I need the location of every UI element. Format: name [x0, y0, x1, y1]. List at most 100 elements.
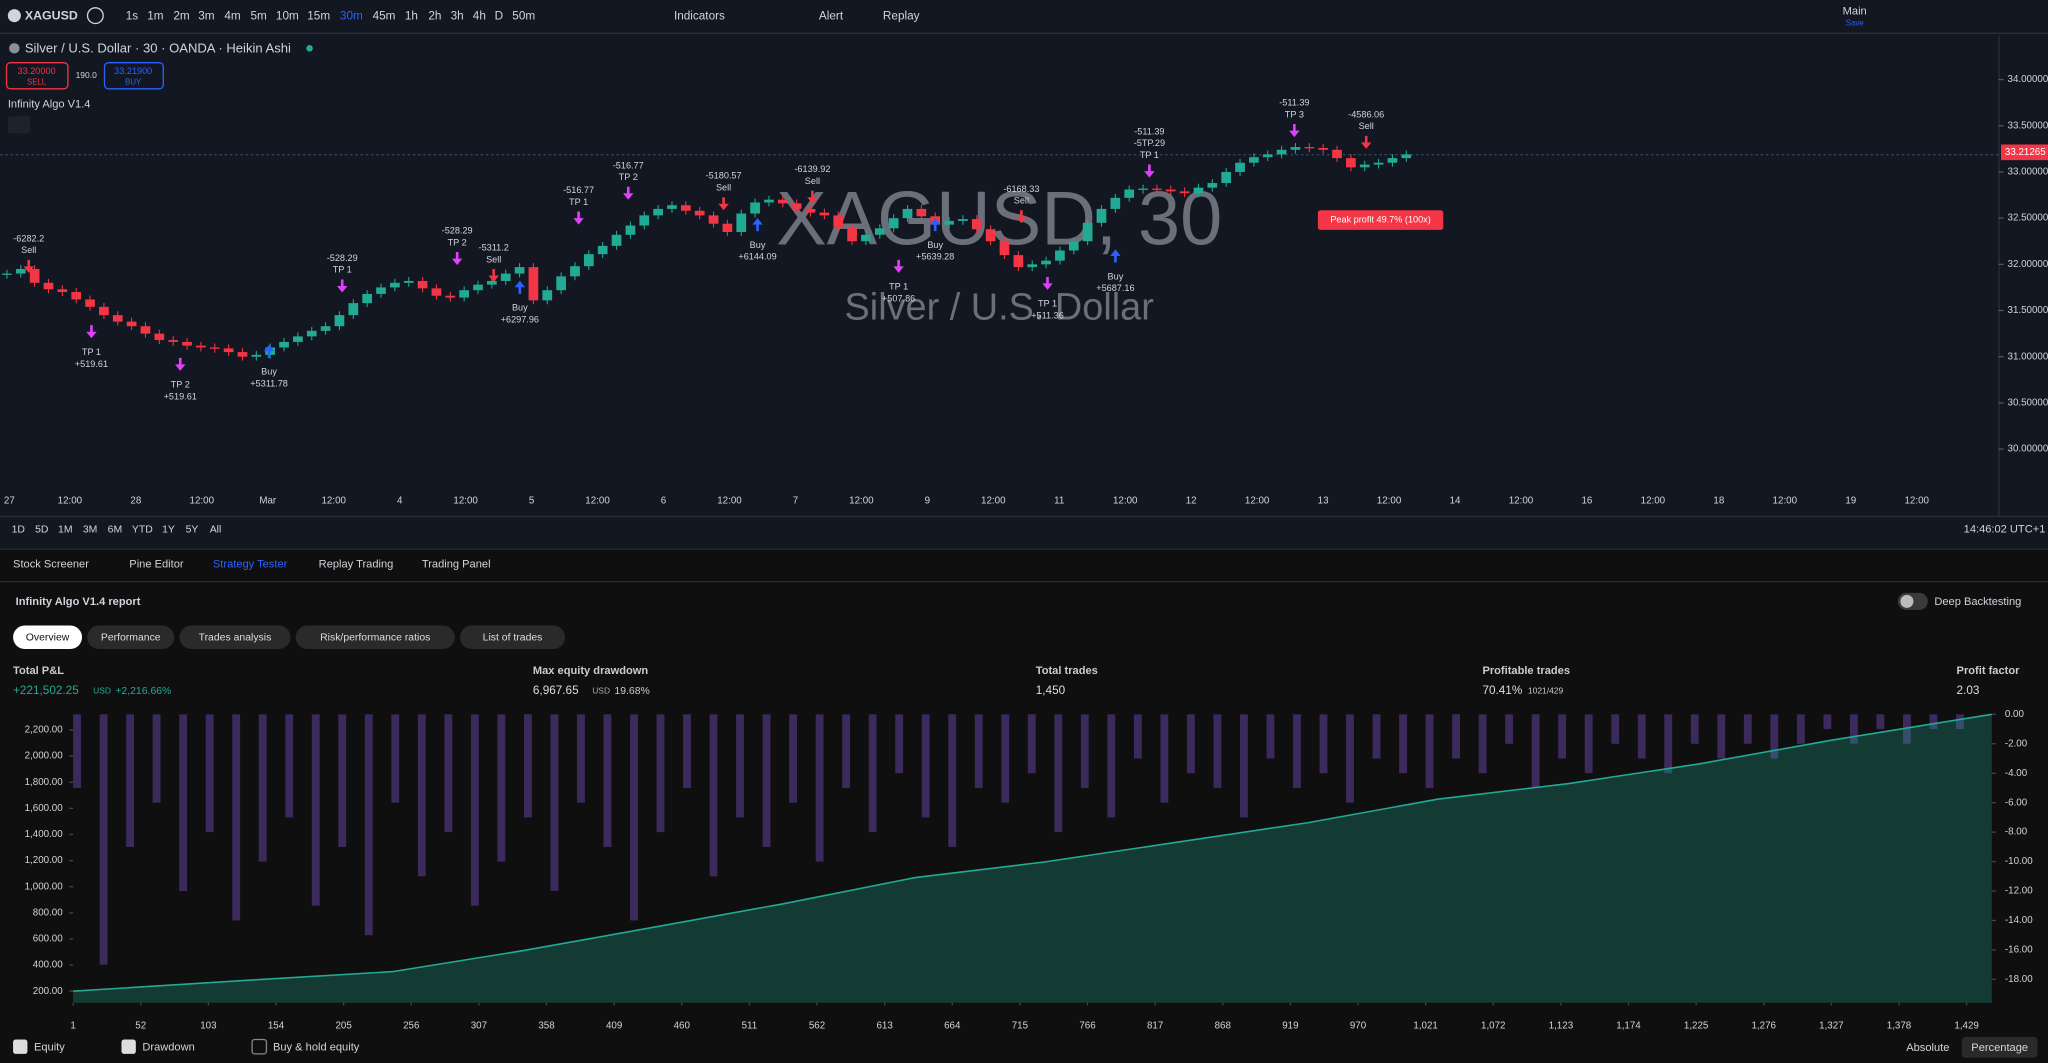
interval[interactable]: 4m	[224, 9, 241, 22]
drawdown-bar	[1213, 714, 1222, 788]
signal-label: -528.29	[442, 226, 473, 236]
candle	[1332, 149, 1342, 159]
mode-button[interactable]: Absolute	[1906, 1042, 1949, 1054]
symbol-search-icon[interactable]	[7, 9, 21, 23]
drawdown-bar	[868, 714, 877, 833]
interval[interactable]: 30m	[340, 9, 363, 22]
collapse-button[interactable]	[7, 116, 31, 134]
label: BUY	[125, 77, 142, 86]
range-button[interactable]: 6M	[108, 524, 123, 535]
report-tab-label[interactable]: List of trades	[483, 633, 543, 644]
drawdown-bar	[152, 714, 161, 803]
drawdown-bar	[656, 714, 665, 833]
report-tab[interactable]	[179, 625, 291, 650]
sell-button[interactable]	[5, 62, 69, 90]
checkbox[interactable]	[251, 1038, 268, 1055]
y-tick-label: 1,800.00	[25, 777, 64, 788]
interval[interactable]: 45m	[373, 9, 396, 22]
range-button[interactable]: 5Y	[186, 524, 199, 535]
interval[interactable]: 15m	[307, 9, 330, 22]
legend-item[interactable]: Buy & hold equity	[273, 1041, 360, 1053]
interval[interactable]: D	[495, 9, 504, 22]
drawdown-bar	[1531, 714, 1540, 788]
metric-label: Total P&L	[13, 665, 64, 677]
signal-label: Sell	[486, 254, 501, 264]
signal-label: +511.36	[1031, 310, 1064, 320]
interval[interactable]: 10m	[276, 9, 299, 22]
report-tab-label[interactable]: Risk/performance ratios	[320, 633, 430, 644]
report-tab-label[interactable]: Performance	[101, 633, 161, 644]
checkbox[interactable]	[13, 1039, 28, 1054]
signal-label: Buy	[1108, 271, 1124, 281]
x-tick-label: 562	[809, 1020, 825, 1031]
interval[interactable]: 2m	[173, 9, 190, 22]
buy-button[interactable]	[103, 62, 164, 90]
interval[interactable]: 2h	[428, 9, 441, 22]
signal-label: TP 1	[1038, 299, 1057, 309]
range-button[interactable]: 1D	[12, 524, 26, 535]
range-button[interactable]: 1M	[58, 524, 73, 535]
replay-button[interactable]: Replay	[883, 9, 920, 22]
signal-arrow	[1144, 164, 1155, 178]
range-button[interactable]: 5D	[35, 524, 49, 535]
drawdown-bar	[1505, 714, 1514, 744]
interval[interactable]: 1m	[147, 9, 164, 22]
checkbox[interactable]	[121, 1039, 136, 1054]
label: 14:46:02 UTC+1	[1964, 523, 2046, 535]
layout-name[interactable]: Main	[1843, 6, 1867, 18]
legend-item[interactable]: Drawdown	[142, 1041, 194, 1053]
y2-tick-label: -16.00	[2005, 945, 2033, 956]
range-button[interactable]: All	[210, 524, 222, 535]
candle	[1262, 154, 1273, 158]
y-tick-label: 32.00000	[2008, 259, 2048, 270]
candle	[306, 330, 317, 337]
indicators-button[interactable]: Indicators	[674, 9, 725, 22]
interval[interactable]: 50m	[512, 9, 535, 22]
interval[interactable]: 1s	[126, 9, 139, 22]
add-symbol[interactable]	[86, 7, 104, 25]
range-button[interactable]: YTD	[132, 524, 153, 535]
metric-value: 6,967.65	[533, 684, 579, 697]
candle	[1013, 255, 1024, 268]
report-tab[interactable]	[87, 625, 175, 650]
candle	[1221, 171, 1232, 184]
candle	[1290, 147, 1301, 150]
candle	[985, 229, 996, 242]
candle	[279, 341, 289, 348]
save-button[interactable]: Save	[1846, 19, 1864, 28]
symbol[interactable]: XAGUSD	[25, 9, 78, 23]
legend-item[interactable]: Equity	[34, 1041, 65, 1053]
range-button[interactable]: 3M	[83, 524, 98, 535]
interval[interactable]: 3h	[451, 9, 464, 22]
report-tab[interactable]	[295, 625, 455, 650]
panel-tab[interactable]: Trading Panel	[422, 559, 491, 571]
signal-label: -5311.2	[479, 243, 509, 253]
label: SELL	[27, 77, 47, 86]
mode-button[interactable]: Percentage	[1971, 1042, 2028, 1054]
candle	[209, 347, 220, 349]
x-tick-label: 1	[70, 1020, 75, 1031]
watermark: Silver / U.S. Dollar	[845, 286, 1154, 328]
report-tab[interactable]	[13, 625, 83, 650]
alert-button[interactable]: Alert	[819, 9, 844, 22]
interval[interactable]: 3m	[198, 9, 215, 22]
interval[interactable]: 1h	[405, 9, 418, 22]
report-tab-label[interactable]: Trades analysis	[199, 633, 272, 644]
y-tick-label: 30.00000	[2008, 444, 2048, 455]
x-tick-label: 12:00	[1509, 495, 1534, 506]
range-button[interactable]: 1Y	[162, 524, 175, 535]
report-tab-label[interactable]: Overview	[26, 633, 70, 644]
signal-arrow	[488, 269, 499, 283]
x-tick-label: 6	[661, 495, 667, 506]
interval[interactable]: 4h	[473, 9, 486, 22]
drawdown-bar	[285, 714, 294, 818]
panel-tab[interactable]: Strategy Tester	[213, 559, 288, 571]
panel-tab[interactable]: Replay Trading	[319, 559, 394, 571]
signal-label: +6144.09	[738, 252, 776, 262]
panel-tab[interactable]: Pine Editor	[129, 559, 184, 571]
drawdown-bar	[1080, 714, 1089, 788]
panel-tab[interactable]: Stock Screener	[13, 559, 89, 571]
label: 33.20000	[18, 66, 56, 76]
report-tab[interactable]	[460, 625, 566, 650]
interval[interactable]: 5m	[250, 9, 267, 22]
